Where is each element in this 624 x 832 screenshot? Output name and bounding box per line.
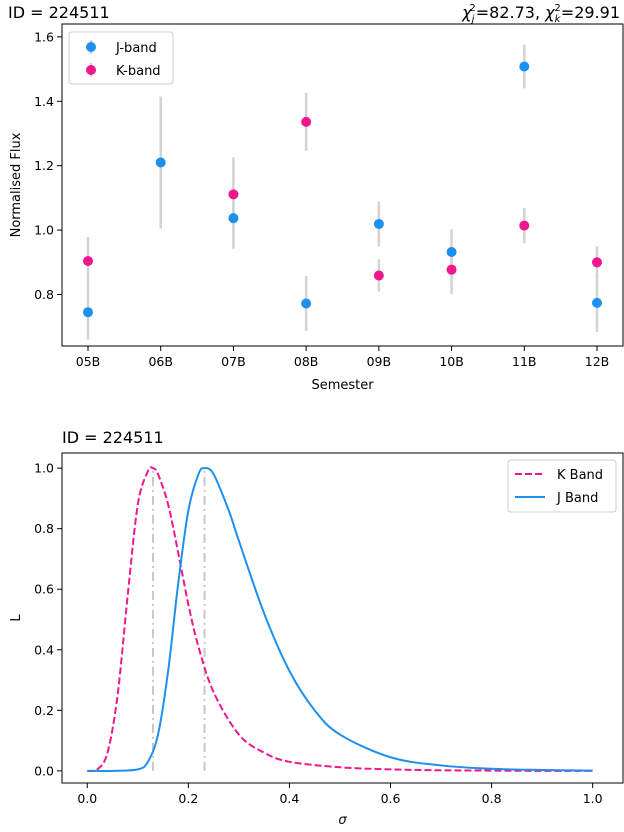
- bottom-x-tick-label: 0.2: [178, 791, 198, 806]
- top-x-tick-label: 05B: [76, 354, 100, 369]
- point-k-band: [446, 264, 457, 275]
- point-k-band: [228, 189, 239, 200]
- point-j-band: [373, 218, 384, 229]
- point-j-band: [301, 298, 312, 309]
- bottom-x-tick-label: 1.0: [583, 791, 603, 806]
- top-y-tick-label: 1.2: [34, 158, 54, 173]
- legend-label-j-band: J-band: [115, 41, 157, 56]
- point-k-band: [83, 255, 93, 266]
- top-x-tick-label: 09B: [367, 354, 391, 369]
- top-x-tick-label: 10B: [439, 354, 463, 369]
- top-y-tick-label: 0.8: [34, 287, 54, 302]
- point-k-band: [519, 220, 530, 231]
- legend-label-k-band: K Band: [557, 468, 603, 483]
- top-x-tick-label: 07B: [221, 354, 245, 369]
- point-j-band: [83, 307, 93, 318]
- legend-marker-k-band: [86, 65, 96, 75]
- flux-chart: ID = 224511 χj2=82.73, χk2=29.91 05B 06B 0…: [8, 3, 624, 393]
- likelihood-chart: ID = 224511 0.0 0.2 0.4 0.6 0.8 1.0 0.0 0.2 0.4 0…: [9, 428, 624, 828]
- bottom-x-tick-label: 0.8: [482, 791, 502, 806]
- bottom-y-tick-label: 0.6: [34, 582, 54, 597]
- bottom-legend: K Band J Band: [507, 459, 617, 513]
- top-y-tick-label: 1.4: [34, 94, 54, 109]
- point-j-band: [592, 297, 602, 308]
- bottom-y-axis-label: L: [9, 614, 24, 622]
- bottom-y-tick-label: 1.0: [34, 461, 54, 476]
- top-x-tick-label: 06B: [148, 354, 172, 369]
- top-legend: J-band K-band: [68, 31, 174, 85]
- bottom-y-tick-label: 0.2: [34, 703, 54, 718]
- point-k-band: [373, 270, 384, 281]
- top-plot-frame: [61, 23, 624, 347]
- bottom-title: ID = 224511: [62, 428, 164, 447]
- top-x-tick-label: 12B: [585, 354, 609, 369]
- top-x-tick-label: 11B: [512, 354, 536, 369]
- top-x-tick-label: 08B: [294, 354, 318, 369]
- curve-k-band: [87, 466, 593, 773]
- point-k-band: [301, 116, 312, 127]
- curve-j-band: [87, 467, 593, 773]
- bottom-x-tick-label: 0.4: [279, 791, 299, 806]
- point-j-band: [228, 213, 239, 224]
- top-y-axis-label: Normalised Flux: [9, 132, 24, 237]
- top-title-left: ID = 224511: [8, 3, 110, 22]
- top-y-tick-label: 1.6: [34, 29, 54, 44]
- bottom-plot-frame: [61, 452, 624, 784]
- point-j-band: [446, 246, 457, 257]
- legend-marker-j-band: [86, 42, 96, 52]
- point-k-band: [592, 257, 602, 268]
- bottom-y-tick-label: 0.0: [34, 763, 54, 778]
- legend-label-j-band: J Band: [556, 491, 598, 506]
- bottom-y-tick-label: 0.4: [34, 642, 54, 657]
- legend-label-k-band: K-band: [116, 64, 161, 79]
- bottom-x-tick-label: 0.6: [381, 791, 401, 806]
- top-x-axis-label: Semester: [311, 378, 374, 393]
- point-j-band: [519, 61, 530, 72]
- point-j-band: [155, 157, 166, 168]
- bottom-y-tick-label: 0.8: [34, 521, 54, 536]
- top-y-tick-label: 1.0: [34, 223, 54, 238]
- bottom-x-tick-label: 0.0: [77, 791, 97, 806]
- top-title-right: χj2=82.73, χk2=29.91: [461, 3, 620, 25]
- bottom-x-axis-label: σ: [338, 813, 347, 828]
